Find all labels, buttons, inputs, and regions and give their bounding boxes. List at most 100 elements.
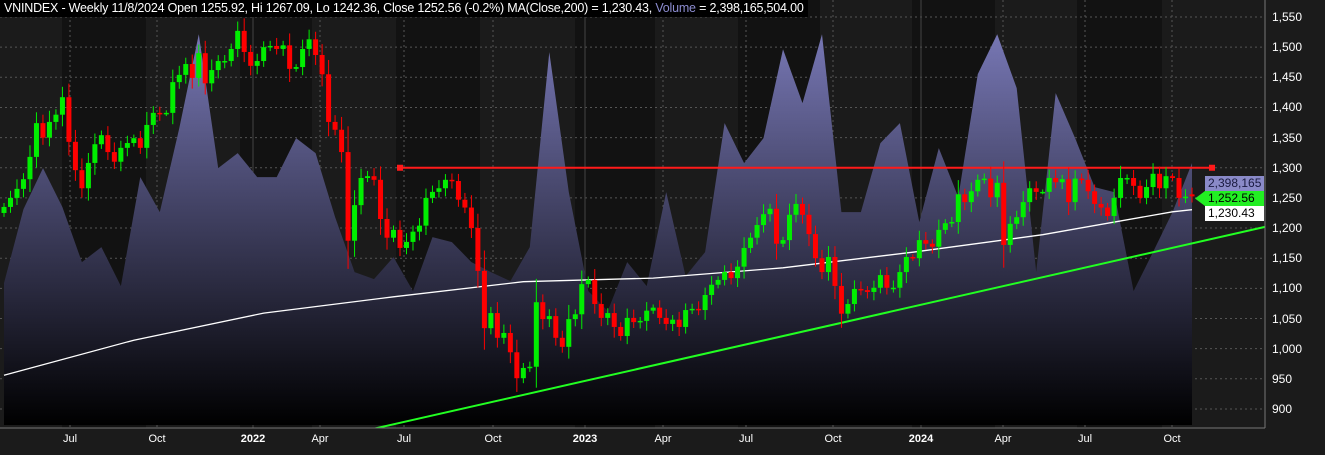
- candle-body: [1137, 185, 1143, 198]
- candle: [391, 225, 397, 243]
- candle: [864, 286, 870, 299]
- candle: [20, 173, 26, 198]
- candle: [585, 276, 591, 288]
- candle-body: [40, 123, 46, 138]
- candle-body: [936, 229, 942, 247]
- candle-body: [319, 54, 325, 75]
- candle: [722, 265, 728, 286]
- candle: [637, 316, 643, 329]
- x-tick-label: Jul: [396, 433, 412, 445]
- candle: [345, 126, 351, 269]
- candle: [488, 306, 494, 335]
- candle: [981, 173, 987, 184]
- candle: [1020, 191, 1026, 226]
- candle-body: [183, 64, 189, 75]
- candle-body: [975, 179, 981, 192]
- candle: [410, 225, 416, 251]
- x-tick-label: Oct: [148, 433, 166, 445]
- y-tick-label: 1,200: [1272, 221, 1303, 236]
- resistance-handle[interactable]: [397, 164, 403, 171]
- candle-body: [923, 240, 929, 244]
- support-trendline[interactable]: [367, 225, 1266, 432]
- candle-body: [1072, 178, 1078, 203]
- candle: [1124, 174, 1130, 185]
- candle: [825, 245, 831, 281]
- candle: [1027, 181, 1033, 212]
- candle-body: [1046, 178, 1052, 192]
- candle: [1085, 169, 1091, 199]
- candle: [53, 109, 59, 130]
- candle-body: [1183, 196, 1189, 199]
- candle: [163, 110, 169, 117]
- candle-body: [72, 141, 78, 171]
- candle: [1092, 184, 1098, 214]
- candle-body: [391, 229, 397, 238]
- candle: [761, 204, 767, 233]
- candle: [170, 69, 176, 125]
- candle: [598, 293, 604, 327]
- candle-body: [1163, 176, 1169, 189]
- candle: [832, 246, 838, 300]
- candle-body: [624, 317, 630, 336]
- candle-body: [877, 275, 883, 288]
- candle-body: [787, 214, 793, 241]
- candle: [741, 237, 747, 279]
- candle-body: [559, 337, 565, 347]
- resistance-handle[interactable]: [1209, 164, 1215, 171]
- candle-body: [215, 61, 221, 71]
- candle-body: [955, 194, 961, 223]
- candle-body: [702, 294, 708, 311]
- candle-body: [754, 225, 760, 238]
- candle-body: [280, 45, 286, 49]
- x-tick-label: Apr: [994, 433, 1012, 445]
- candle: [222, 54, 228, 69]
- candle-body: [111, 152, 117, 162]
- candle-body: [157, 112, 163, 115]
- candle-body: [7, 197, 13, 207]
- candle-body: [209, 70, 215, 84]
- candle-body: [345, 152, 351, 241]
- candle-body: [520, 367, 526, 379]
- candle: [559, 330, 565, 353]
- candle-body: [793, 203, 799, 215]
- chart-header: VNINDEX - Weekly 11/8/2024 Open 1255.92,…: [0, 0, 808, 17]
- candle: [566, 304, 572, 359]
- y-tick-label: 950: [1272, 371, 1293, 386]
- candle: [384, 208, 390, 250]
- candle-body: [572, 314, 578, 320]
- candle: [436, 180, 442, 198]
- candle-body: [566, 319, 572, 347]
- candle: [501, 324, 507, 344]
- candle: [1144, 179, 1150, 205]
- candle: [929, 239, 935, 254]
- candle: [689, 303, 695, 314]
- candle: [228, 43, 234, 67]
- candle: [676, 311, 682, 336]
- candle-body: [326, 74, 332, 122]
- candle-body: [85, 162, 91, 189]
- candle-body: [403, 241, 409, 248]
- candle: [1189, 187, 1195, 203]
- x-tick-label: 2024: [908, 433, 934, 445]
- candle-body: [53, 114, 59, 122]
- candle-body: [533, 302, 539, 367]
- candle-body: [46, 121, 52, 138]
- candle-body: [663, 317, 669, 324]
- x-tick-label: Oct: [484, 433, 502, 445]
- candle: [287, 33, 293, 82]
- candle: [715, 276, 721, 289]
- candle-body: [436, 188, 442, 192]
- candle: [397, 220, 403, 257]
- candle-body: [118, 147, 124, 162]
- y-tick-label: 1,400: [1272, 100, 1303, 115]
- candle: [131, 134, 137, 147]
- candle-body: [968, 191, 974, 203]
- candle: [1033, 181, 1039, 201]
- candle: [819, 249, 825, 280]
- candle: [1111, 188, 1117, 225]
- candle: [481, 250, 487, 350]
- candle: [858, 281, 864, 296]
- candle: [702, 287, 708, 320]
- candle-body: [248, 51, 254, 66]
